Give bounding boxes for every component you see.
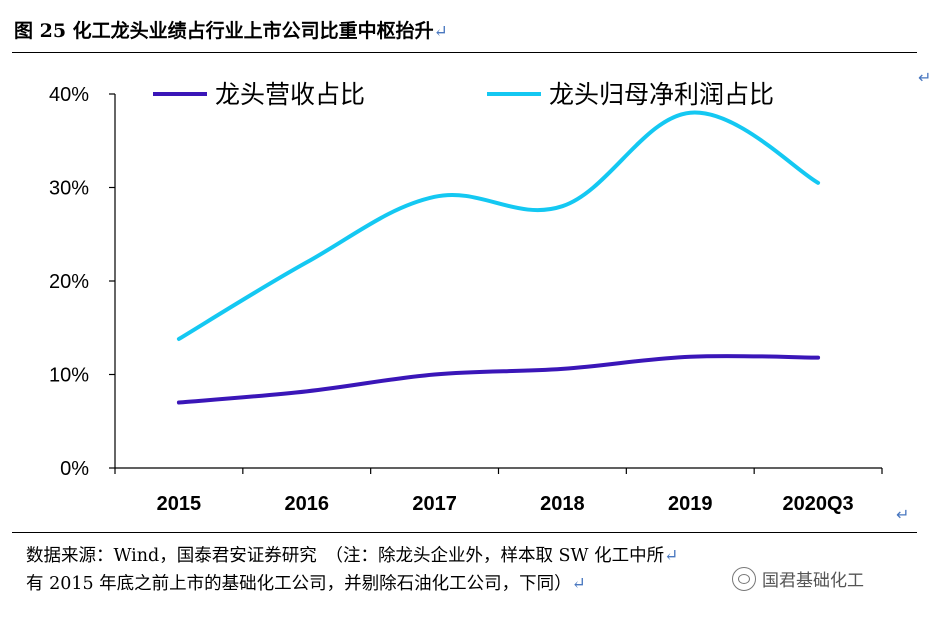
watermark-text: 国君基础化工 [762, 571, 864, 591]
y-tick-label: 20% [49, 271, 89, 293]
x-tick-label: 2019 [668, 493, 713, 515]
source-rule [12, 532, 917, 533]
wechat-icon [732, 566, 756, 591]
return-mark: ↵ [664, 546, 679, 566]
return-mark: ↵ [571, 574, 586, 594]
line-chart: 0% 10% 20% 30% 40% 2015 2016 2017 2018 2019 2020Q3… [49, 80, 883, 515]
series-line-2 [176, 110, 821, 341]
y-tick-label: 10% [49, 365, 89, 387]
x-tick-label: 2015 [157, 493, 202, 515]
watermark: 国君基础化工 [728, 566, 868, 591]
x-tick-label: 2020Q3 [782, 493, 853, 515]
y-tick-label: 40% [49, 84, 89, 106]
x-tick-label: 2017 [412, 493, 457, 515]
return-mark: ↵ [918, 68, 932, 87]
figure-title-text: 图 25 化工龙头业绩占行业上市公司比重中枢抬升 [14, 20, 434, 42]
y-tick-label: 0% [60, 458, 89, 480]
chart-series [176, 110, 821, 405]
title-rule [12, 52, 917, 53]
figure-title: 图 25 化工龙头业绩占行业上市公司比重中枢抬升↵ [14, 16, 448, 43]
return-mark: ↵ [433, 22, 448, 42]
source-line-2: 有 2015 年底之前上市的基础化工公司，并剔除石油化工公司，下同） [26, 574, 572, 594]
chart-axes: 0% 10% 20% 30% 40% 2015 2016 2017 2018 2019 2020Q3 [49, 84, 883, 515]
source-line-1: 数据来源：Wind，国泰君安证券研究 （注：除龙头企业外，样本取 SW 化工中所 [26, 546, 665, 566]
return-mark: ↵ [896, 505, 910, 524]
source-note: 数据来源：Wind，国泰君安证券研究 （注：除龙头企业外，样本取 SW 化工中所… [26, 542, 926, 598]
legend-label-1: 龙头营收占比 [215, 80, 365, 109]
x-tick-label: 2018 [540, 493, 585, 515]
y-tick-label: 30% [49, 178, 89, 200]
x-tick-label: 2016 [285, 493, 330, 515]
chart-legend: 龙头营收占比 龙头归母净利润占比 [153, 80, 774, 109]
legend-label-2: 龙头归母净利润占比 [549, 80, 774, 109]
series-line-1 [176, 354, 821, 405]
